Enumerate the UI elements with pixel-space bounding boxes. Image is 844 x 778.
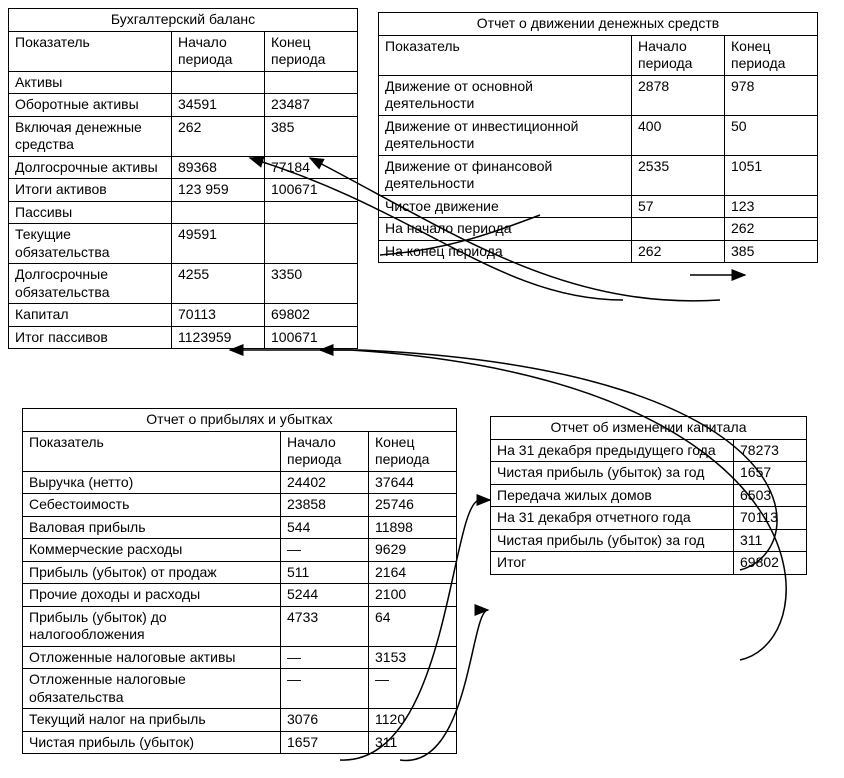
table-row: Прибыль (убыток) до налогообложения47336…	[23, 606, 457, 646]
table-row: Прибыль (убыток) от продаж5112164	[23, 561, 457, 584]
table-row: Коммерческие расходы—9629	[23, 539, 457, 562]
balance-title: Бухгалтерский баланс	[9, 9, 358, 32]
table-row: На конец периода262385	[379, 240, 818, 263]
table-row: Итоги активов123 959100671	[9, 179, 358, 202]
table-row: На 31 декабря отчетного года70113	[491, 507, 807, 530]
table-row: Чистая прибыль (убыток) за год311	[491, 529, 807, 552]
col-header: Конец периода	[725, 35, 818, 75]
table-row: Активы	[9, 71, 358, 94]
equity-title: Отчет об изменении капитала	[491, 417, 807, 440]
table-row: Итог пассивов1123959100671	[9, 326, 358, 349]
balance-sheet-table: Бухгалтерский баланс Показатель Начало п…	[8, 8, 358, 349]
col-header: Показатель	[23, 431, 281, 471]
table-row: Себестоимость2385825746	[23, 494, 457, 517]
table-row: Отложенные налоговые обязательства——	[23, 669, 457, 709]
table-row: Движение от финансовой деятельности25351…	[379, 155, 818, 195]
col-header: Начало периода	[172, 31, 265, 71]
col-header: Конец периода	[369, 431, 457, 471]
table-row: На 31 декабря предыдущего года78273	[491, 439, 807, 462]
table-row: Оборотные активы3459123487	[9, 94, 358, 117]
cashflow-title: Отчет о движении денежных средств	[379, 13, 818, 36]
table-row: Включая денежные средства262385	[9, 116, 358, 156]
col-header: Начало периода	[632, 35, 725, 75]
table-row: Передача жилых домов6503	[491, 484, 807, 507]
col-header: Конец периода	[265, 31, 358, 71]
table-row: Текущий налог на прибыль30761120	[23, 709, 457, 732]
table-row: Чистое движение57123	[379, 195, 818, 218]
table-row: Движение от инвестиционной деятельности4…	[379, 115, 818, 155]
table-row: Текущие обязательства49591	[9, 224, 358, 264]
table-row: Прочие доходы и расходы52442100	[23, 584, 457, 607]
col-header: Начало периода	[281, 431, 369, 471]
equity-change-table: Отчет об изменении капитала На 31 декабр…	[490, 416, 807, 575]
table-row: Выручка (нетто)2440237644	[23, 471, 457, 494]
table-row: На начало периода262	[379, 218, 818, 241]
col-header: Показатель	[9, 31, 172, 71]
table-row: Отложенные налоговые активы—3153	[23, 646, 457, 669]
table-row: Долгосрочные активы8936877184	[9, 156, 358, 179]
col-header: Показатель	[379, 35, 632, 75]
table-row: Валовая прибыль54411898	[23, 516, 457, 539]
table-row: Итог69802	[491, 552, 807, 575]
table-row: Долгосрочные обязательства42553350	[9, 264, 358, 304]
pl-title: Отчет о прибылях и убытках	[23, 409, 457, 432]
table-row: Движение от основной деятельности2878978	[379, 75, 818, 115]
table-row: Капитал7011369802	[9, 304, 358, 327]
table-row: Чистая прибыль (убыток)1657311	[23, 731, 457, 754]
cashflow-table: Отчет о движении денежных средств Показа…	[378, 12, 818, 263]
table-row: Чистая прибыль (убыток) за год1657	[491, 462, 807, 485]
profit-loss-table: Отчет о прибылях и убытках Показатель На…	[22, 408, 457, 754]
table-row: Пассивы	[9, 201, 358, 224]
